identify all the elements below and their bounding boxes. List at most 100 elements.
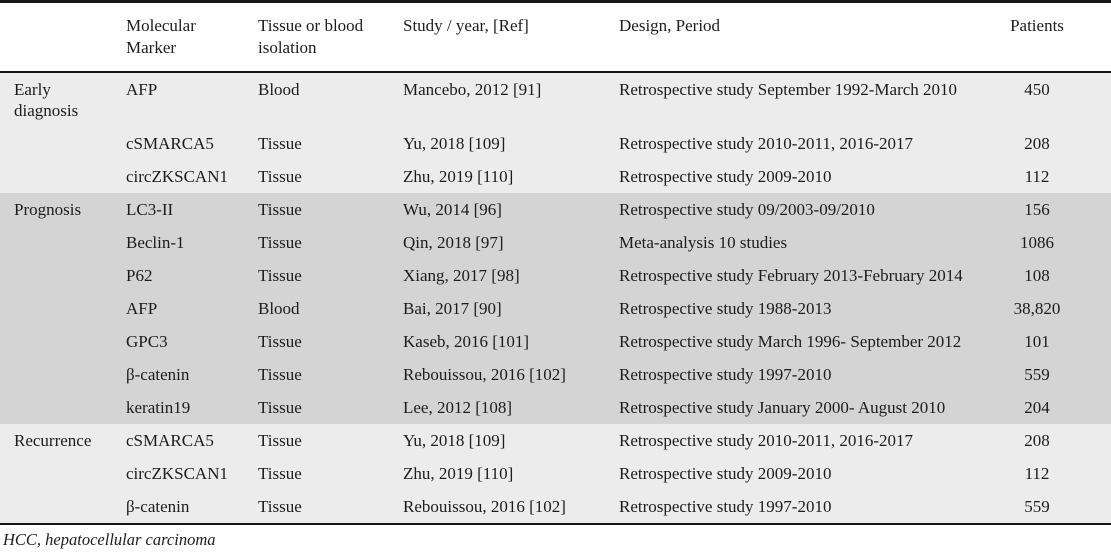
table-row: AFP Blood Bai, 2017 [90] Retrospective s…: [0, 291, 1111, 325]
cell-study: Bai, 2017 [90]: [397, 291, 613, 325]
cell-category: [0, 291, 120, 325]
column-header-patients: Patients: [993, 1, 1111, 73]
cell-study: Zhu, 2019 [110]: [397, 159, 613, 193]
cell-tissue: Tissue: [252, 423, 397, 457]
cell-category: [0, 159, 120, 193]
section-recurrence: Recurrence cSMARCA5 Tissue Yu, 2018 [109…: [0, 423, 1111, 524]
cell-design: Retrospective study 1988-2013: [613, 291, 993, 325]
cell-patients: 101: [993, 324, 1111, 358]
table-row: β-catenin Tissue Rebouissou, 2016 [102] …: [0, 489, 1111, 524]
cell-marker: keratin19: [120, 390, 252, 424]
cell-patients: 1086: [993, 225, 1111, 259]
table-row: Beclin-1 Tissue Qin, 2018 [97] Meta-anal…: [0, 225, 1111, 259]
header-row: Molecular Marker Tissue or blood isolati…: [0, 1, 1111, 73]
cell-tissue: Tissue: [252, 192, 397, 226]
cell-marker: circZKSCAN1: [120, 159, 252, 193]
cell-design: Retrospective study 2009-2010: [613, 456, 993, 490]
cell-study: Lee, 2012 [108]: [397, 390, 613, 424]
cell-marker: P62: [120, 258, 252, 292]
table-row: Recurrence cSMARCA5 Tissue Yu, 2018 [109…: [0, 423, 1111, 457]
cell-patients: 112: [993, 456, 1111, 490]
cell-category: Prognosis: [0, 192, 120, 226]
cell-tissue: Tissue: [252, 390, 397, 424]
cell-design: Retrospective study September 1992-March…: [613, 71, 993, 127]
table-row: Prognosis LC3-II Tissue Wu, 2014 [96] Re…: [0, 192, 1111, 226]
cell-study: Yu, 2018 [109]: [397, 126, 613, 160]
table-row: circZKSCAN1 Tissue Zhu, 2019 [110] Retro…: [0, 159, 1111, 193]
cell-design: Retrospective study January 2000- August…: [613, 390, 993, 424]
table-footnote: HCC, hepatocellular carcinoma: [3, 529, 216, 549]
table-header: Molecular Marker Tissue or blood isolati…: [0, 1, 1111, 73]
cell-tissue: Tissue: [252, 456, 397, 490]
cell-marker: Beclin-1: [120, 225, 252, 259]
cell-patients: 559: [993, 489, 1111, 524]
cell-patients: 450: [993, 71, 1111, 127]
cell-tissue: Tissue: [252, 225, 397, 259]
cell-design: Retrospective study 2010-2011, 2016-2017: [613, 126, 993, 160]
cell-design: Meta-analysis 10 studies: [613, 225, 993, 259]
cell-study: Rebouissou, 2016 [102]: [397, 357, 613, 391]
cell-study: Rebouissou, 2016 [102]: [397, 489, 613, 524]
cell-marker: β-catenin: [120, 357, 252, 391]
cell-patients: 208: [993, 423, 1111, 457]
cell-design: Retrospective study March 1996- Septembe…: [613, 324, 993, 358]
table-row: Early diagnosis AFP Blood Mancebo, 2012 …: [0, 71, 1111, 127]
cell-patients: 38,820: [993, 291, 1111, 325]
cell-marker: AFP: [120, 71, 252, 127]
cell-design: Retrospective study February 2013-Februa…: [613, 258, 993, 292]
table-row: cSMARCA5 Tissue Yu, 2018 [109] Retrospec…: [0, 126, 1111, 160]
cell-marker: β-catenin: [120, 489, 252, 524]
hcc-biomarkers-table: Molecular Marker Tissue or blood isolati…: [0, 0, 1111, 525]
cell-patients: 208: [993, 126, 1111, 160]
cell-category: [0, 225, 120, 259]
cell-tissue: Tissue: [252, 324, 397, 358]
cell-study: Xiang, 2017 [98]: [397, 258, 613, 292]
cell-category: Recurrence: [0, 423, 120, 457]
cell-tissue: Tissue: [252, 159, 397, 193]
cell-design: Retrospective study 2009-2010: [613, 159, 993, 193]
cell-patients: 204: [993, 390, 1111, 424]
cell-category: [0, 324, 120, 358]
cell-tissue: Tissue: [252, 258, 397, 292]
cell-patients: 108: [993, 258, 1111, 292]
section-prognosis: Prognosis LC3-II Tissue Wu, 2014 [96] Re…: [0, 192, 1111, 424]
cell-tissue: Blood: [252, 291, 397, 325]
cell-patients: 112: [993, 159, 1111, 193]
table-row: GPC3 Tissue Kaseb, 2016 [101] Retrospect…: [0, 324, 1111, 358]
cell-design: Retrospective study 09/2003-09/2010: [613, 192, 993, 226]
table-row: keratin19 Tissue Lee, 2012 [108] Retrosp…: [0, 390, 1111, 424]
cell-study: Wu, 2014 [96]: [397, 192, 613, 226]
cell-marker: LC3-II: [120, 192, 252, 226]
cell-tissue: Tissue: [252, 357, 397, 391]
table-row: P62 Tissue Xiang, 2017 [98] Retrospectiv…: [0, 258, 1111, 292]
cell-study: Mancebo, 2012 [91]: [397, 71, 613, 127]
cell-category: [0, 489, 120, 524]
cell-marker: GPC3: [120, 324, 252, 358]
section-early-diagnosis: Early diagnosis AFP Blood Mancebo, 2012 …: [0, 71, 1111, 193]
table-row: β-catenin Tissue Rebouissou, 2016 [102] …: [0, 357, 1111, 391]
cell-marker: AFP: [120, 291, 252, 325]
column-header-study-year-ref: Study / year, [Ref]: [397, 1, 613, 73]
cell-category: [0, 357, 120, 391]
column-header-category: [0, 1, 120, 73]
cell-marker: cSMARCA5: [120, 423, 252, 457]
cell-category: [0, 390, 120, 424]
cell-category: Early diagnosis: [0, 71, 120, 127]
cell-design: Retrospective study 1997-2010: [613, 357, 993, 391]
cell-tissue: Tissue: [252, 489, 397, 524]
cell-design: Retrospective study 2010-2011, 2016-2017: [613, 423, 993, 457]
cell-tissue: Blood: [252, 71, 397, 127]
cell-study: Yu, 2018 [109]: [397, 423, 613, 457]
column-header-molecular-marker: Molecular Marker: [120, 1, 252, 73]
column-header-tissue-isolation: Tissue or blood isolation: [252, 1, 397, 73]
cell-marker: circZKSCAN1: [120, 456, 252, 490]
table-row: circZKSCAN1 Tissue Zhu, 2019 [110] Retro…: [0, 456, 1111, 490]
cell-patients: 559: [993, 357, 1111, 391]
cell-category: [0, 456, 120, 490]
column-header-design-period: Design, Period: [613, 1, 993, 73]
cell-category: [0, 126, 120, 160]
cell-patients: 156: [993, 192, 1111, 226]
cell-design: Retrospective study 1997-2010: [613, 489, 993, 524]
cell-study: Zhu, 2019 [110]: [397, 456, 613, 490]
